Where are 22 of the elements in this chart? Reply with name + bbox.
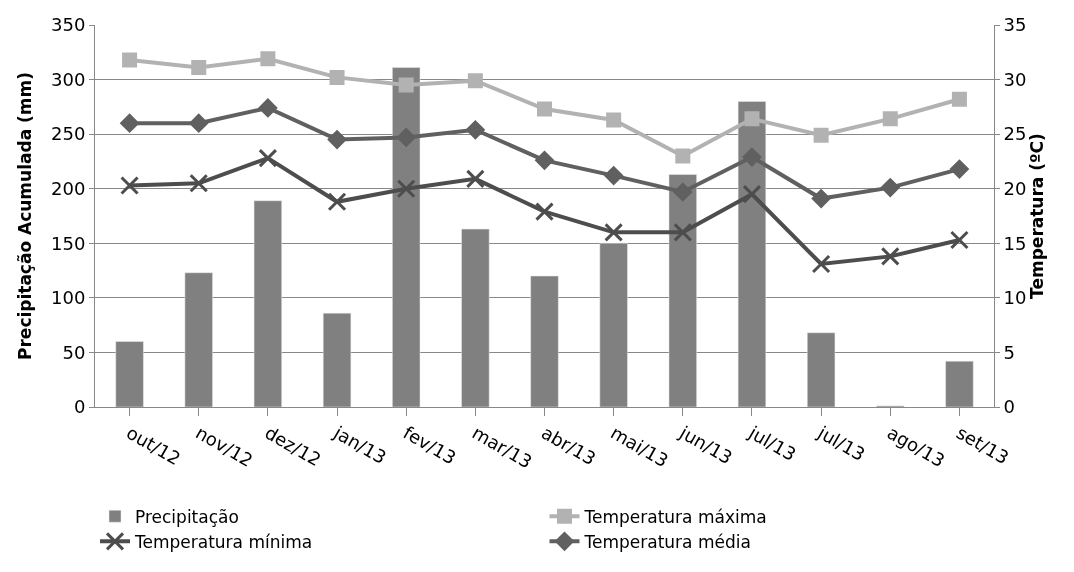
y-tick-label: 200 (51, 178, 86, 200)
y2-axis-title: Temperatura (ºC) (1026, 133, 1047, 299)
y2-tick-label: 20 (1003, 178, 1027, 200)
legend-label: Temperatura média (583, 531, 751, 552)
legend-label: Temperatura máxima (583, 506, 767, 527)
y2-tick-label: 0 (1003, 396, 1016, 418)
y-axis-title: Precipitação Acumulada (mm) (14, 72, 35, 360)
y-tick-label: 250 (51, 123, 86, 145)
y2-tick-label: 35 (1003, 14, 1027, 36)
legend-label: Precipitação (135, 506, 239, 527)
y2-tick-label: 10 (1003, 287, 1027, 309)
y2-tick-label: 5 (1003, 341, 1016, 363)
y-tick-label: 150 (51, 232, 86, 254)
y-tick-label: 300 (51, 68, 86, 90)
y-tick-label: 0 (73, 396, 86, 418)
y2-tick-label: 25 (1003, 123, 1027, 145)
y2-tick-label: 30 (1003, 68, 1027, 90)
y-tick-label: 50 (62, 341, 86, 363)
y2-tick-label: 15 (1003, 232, 1027, 254)
y-tick-label: 350 (51, 14, 86, 36)
legend-label: Temperatura mínima (134, 531, 313, 552)
y-tick-label: 100 (51, 287, 86, 309)
